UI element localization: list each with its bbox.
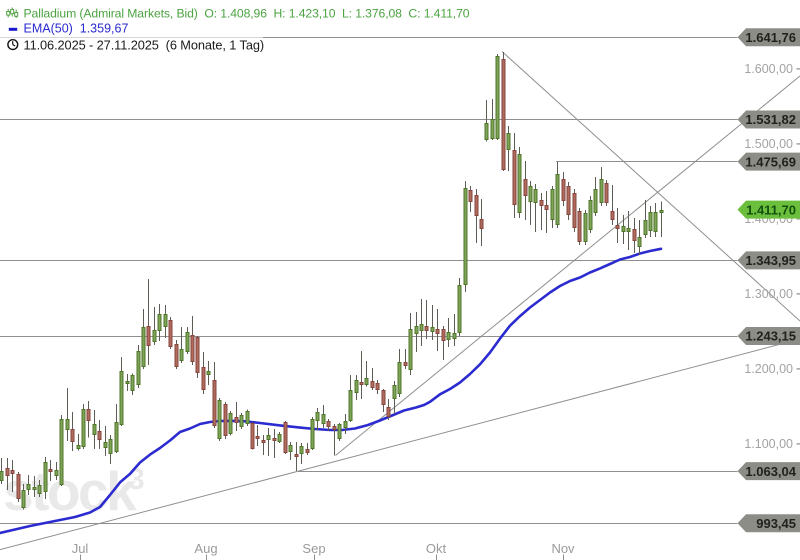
svg-text:1.600,00: 1.600,00 [744,62,793,76]
svg-text:Aug: Aug [194,541,217,556]
svg-text:Palladium (Admiral Markets, Bi: Palladium (Admiral Markets, Bid) O: 1.40… [24,6,470,20]
svg-text:1.063,04: 1.063,04 [745,464,796,479]
svg-text:1.300,00: 1.300,00 [744,287,793,301]
svg-text:993,45: 993,45 [756,516,796,531]
svg-text:11.06.2025 - 27.11.2025 (6 Mo: 11.06.2025 - 27.11.2025 (6 Monate, 1 Tag… [24,37,265,52]
svg-text:1.200,00: 1.200,00 [744,362,793,376]
svg-text:1.500,00: 1.500,00 [744,137,793,151]
svg-text:EMA(50) 1.359,67: EMA(50) 1.359,67 [24,22,129,36]
svg-text:1.100,00: 1.100,00 [744,437,793,451]
svg-text:1.243,15: 1.243,15 [745,329,796,344]
svg-text:Sep: Sep [302,541,325,556]
svg-text:1.475,69: 1.475,69 [745,154,796,169]
svg-text:1.343,95: 1.343,95 [745,253,796,268]
svg-text:Jul: Jul [72,541,89,556]
svg-text:Okt: Okt [426,541,447,556]
svg-text:1.531,82: 1.531,82 [745,112,796,127]
svg-text:1.641,76: 1.641,76 [745,30,796,45]
svg-text:Nov: Nov [551,541,575,556]
svg-text:stock: stock [3,460,137,522]
svg-text:1.411,70: 1.411,70 [746,202,796,217]
